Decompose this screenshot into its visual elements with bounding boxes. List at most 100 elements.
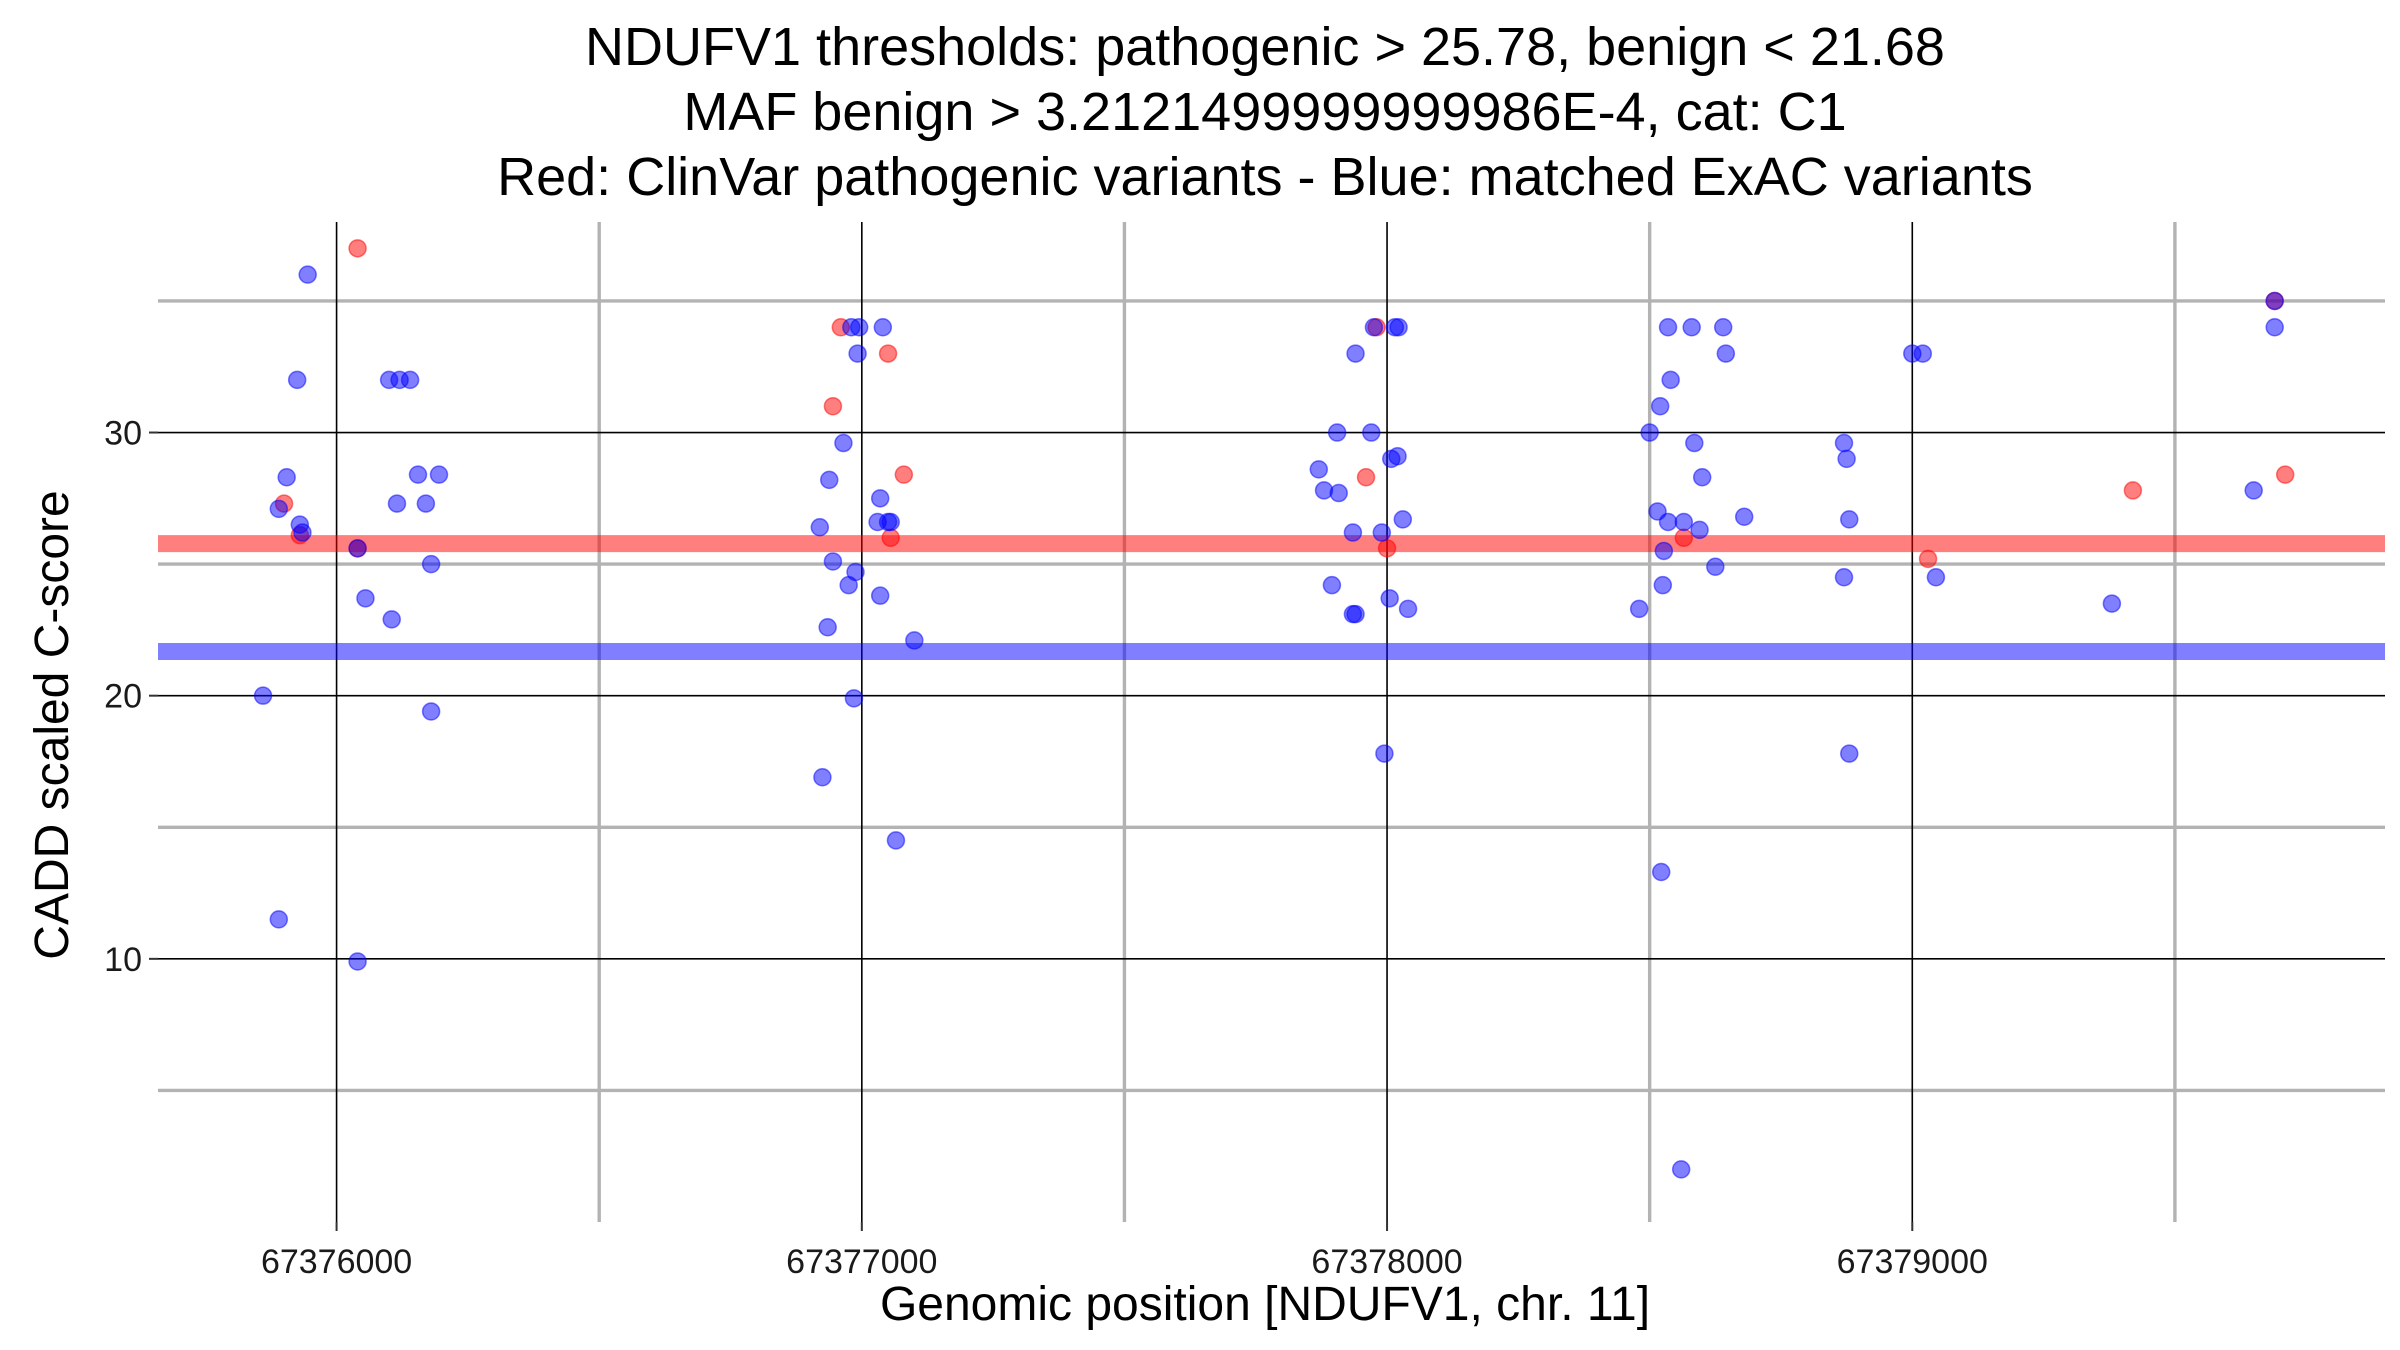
x-tick-label: 67376000 (261, 1243, 412, 1281)
data-point (1658, 512, 1678, 532)
data-point (1653, 575, 1673, 595)
data-point (269, 910, 289, 929)
data-point (1398, 599, 1418, 619)
y-axis-ticks: 10 20 30 (104, 415, 158, 979)
data-point (382, 610, 401, 629)
data-point (2265, 291, 2284, 311)
data-point (894, 465, 914, 484)
minor-gridlines (158, 222, 2385, 1222)
data-point (1372, 523, 1392, 542)
data-point (823, 552, 843, 571)
data-point (1674, 512, 1694, 532)
data-point (1309, 460, 1329, 479)
data-point (1640, 423, 1659, 442)
x-tick-label: 67378000 (1311, 1243, 1462, 1281)
data-point (287, 370, 307, 390)
data-point (1364, 318, 1384, 337)
data-point (846, 562, 865, 582)
data-point (881, 512, 900, 532)
data-point (813, 768, 832, 787)
data-point (810, 518, 830, 537)
data-point (834, 433, 853, 453)
data-point (1661, 370, 1680, 390)
data-point (356, 589, 375, 608)
y-tick-label: 20 (104, 678, 142, 716)
data-point (1654, 541, 1674, 561)
data-point (348, 539, 367, 558)
y-axis-title: CADD scaled C-score (26, 490, 79, 959)
data-point (348, 952, 367, 971)
data-point (1651, 862, 1671, 882)
chart-title: NDUFV1 thresholds: pathogenic > 25.78, b… (497, 17, 2033, 207)
data-point (421, 702, 441, 721)
data-point (1913, 344, 1933, 363)
x-tick-label: 67379000 (1837, 1243, 1988, 1281)
x-axis-ticks: 67376000 67377000 67378000 67379000 (261, 1222, 1988, 1281)
data-point (870, 586, 890, 605)
data-point (269, 499, 289, 519)
data-point (387, 494, 407, 513)
data-point (1734, 507, 1754, 526)
data-point (408, 465, 428, 484)
major-gridlines (158, 222, 2385, 1222)
data-point (1650, 396, 1670, 416)
x-axis-title: Genomic position [NDUFV1, chr. 11] (880, 1278, 1650, 1331)
data-point (1692, 468, 1712, 487)
title-line-2: MAF benign > 3.2121499999999986E-4, cat:… (683, 82, 1846, 142)
data-point (820, 470, 839, 490)
data-point (1377, 539, 1397, 558)
data-point (2123, 481, 2143, 500)
data-point (823, 396, 843, 416)
data-point (277, 468, 296, 487)
data-point (253, 686, 273, 705)
threshold-lines (158, 535, 2385, 660)
y-tick-label: 10 (104, 941, 142, 979)
data-point (881, 528, 900, 548)
data-point (348, 239, 367, 258)
data-point (1840, 744, 1859, 763)
data-point (1682, 318, 1701, 337)
data-point (886, 831, 906, 850)
data-point (298, 265, 317, 284)
data-point (818, 618, 837, 637)
data-point (905, 631, 924, 650)
title-line-3: Red: ClinVar pathogenic variants - Blue:… (497, 147, 2033, 207)
data-point (1356, 468, 1376, 487)
data-point (2275, 465, 2295, 484)
data-point (1685, 433, 1704, 453)
data-point (1840, 510, 1859, 529)
data-point (1393, 510, 1413, 529)
y-tick-label: 30 (104, 415, 142, 453)
data-point (1837, 449, 1856, 469)
data-point (1658, 318, 1678, 337)
data-point (1380, 589, 1399, 608)
data-point (844, 689, 864, 708)
data-point (1343, 523, 1363, 542)
data-point (2244, 481, 2263, 500)
data-point (1346, 344, 1365, 363)
data-point (873, 318, 893, 337)
data-point (1346, 604, 1365, 624)
data-point (421, 554, 441, 574)
data-point (1322, 575, 1342, 595)
data-point (2102, 594, 2122, 613)
data-point (1388, 446, 1407, 466)
data-point (1918, 549, 1938, 569)
data-point (1629, 599, 1649, 619)
data-point (1375, 744, 1394, 763)
data-point (1690, 520, 1709, 540)
data-point (400, 370, 420, 390)
data-point (849, 318, 869, 337)
data-point (1671, 1160, 1691, 1179)
data-point (1926, 568, 1946, 587)
data-point (1716, 344, 1736, 363)
data-point (878, 344, 898, 363)
data-points (253, 239, 2295, 1179)
data-point (1834, 568, 1854, 587)
data-point (848, 344, 867, 363)
data-point (1834, 433, 1854, 453)
data-point (1362, 423, 1381, 442)
data-point (293, 523, 312, 542)
data-point (1389, 318, 1408, 337)
